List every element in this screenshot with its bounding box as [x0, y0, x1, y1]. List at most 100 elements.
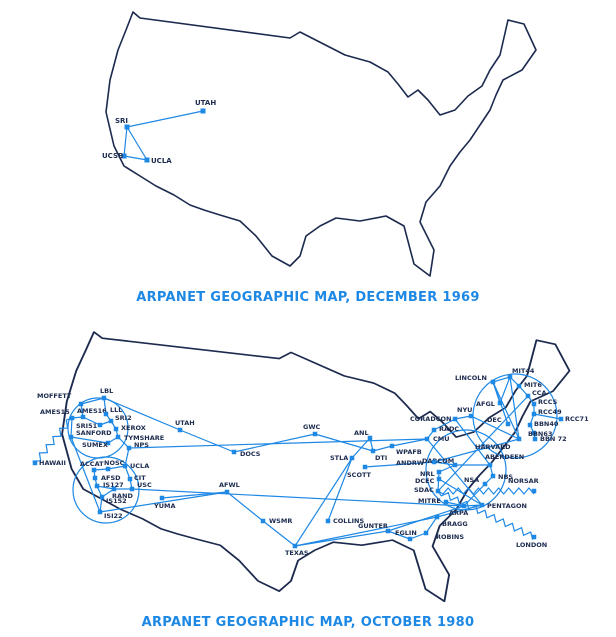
node-label: RADC: [439, 425, 459, 433]
node-label: DOCS: [240, 450, 261, 458]
node-RAND: [111, 486, 117, 492]
link-ISI22-SANFORD: [70, 436, 101, 513]
node-EGLIN: [407, 536, 413, 542]
node-label: RAND: [112, 492, 133, 500]
node-LONDON: [531, 534, 537, 540]
node-ABERDEEN: [487, 462, 493, 468]
node-IS152: [99, 494, 105, 500]
node-SANFORD: [68, 434, 74, 440]
node-label: RCCS: [538, 398, 558, 406]
node-NSA: [482, 481, 488, 487]
link-NOSC-UCLA: [107, 465, 126, 470]
node-WSMR: [260, 518, 266, 524]
node-label: UTAH: [195, 99, 216, 107]
node-label: IS152: [106, 497, 127, 505]
node-XEROX: [113, 426, 119, 432]
node-AFGL: [497, 400, 503, 406]
link-ARPA-PENTAGON: [463, 504, 483, 507]
node-WPAFB: [389, 443, 395, 449]
node-NOSC: [105, 466, 111, 472]
node-label: DEC: [487, 416, 502, 424]
map-title-1980: ARPANET GEOGRAPHIC MAP, OCTOBER 1980: [141, 615, 475, 630]
link-RADC-CORADCON: [433, 418, 456, 431]
node-label: MITRE: [418, 497, 441, 505]
link-NPS-CMU: [128, 438, 428, 449]
node-label: NRL: [420, 470, 435, 478]
link-SRI-UCSB: [123, 126, 128, 157]
link-SDAC-NRL: [437, 471, 440, 492]
node-HARVARD: [516, 436, 522, 442]
link-DOCS-GWC: [233, 433, 316, 453]
node-label: BBN40: [534, 420, 559, 428]
map-1969: SRI UTAH UCSB UCLA: [102, 11, 537, 277]
node-label: COLLINS: [333, 517, 364, 525]
node-label: LBL: [100, 387, 113, 395]
node-label: SCOTT: [347, 471, 372, 479]
node-label: UCSB: [102, 152, 123, 160]
node-label: WSMR: [269, 517, 292, 525]
node-UCLA: [144, 157, 150, 163]
node-label: STLA: [330, 454, 348, 462]
node-label: NSA: [464, 476, 479, 484]
link-RCC49-RCC71: [533, 413, 562, 420]
node-RADC: [431, 427, 437, 433]
node-label: ROBINS: [436, 533, 464, 541]
node-label: CIT: [134, 474, 146, 482]
link-ACCAT-NOSC: [93, 468, 109, 471]
node-label: HAWAII: [39, 459, 66, 467]
link-SRI-UTAH: [126, 110, 204, 128]
node-label: UTAH: [175, 419, 195, 427]
node-GUNTER: [385, 528, 391, 534]
node-BBN 72: [532, 436, 538, 442]
link-CCA-SDAC: [437, 395, 529, 492]
node-label: TYMSHARE: [124, 434, 164, 442]
link-GUNTER-EGLIN: [387, 530, 411, 540]
node-label: SUMEX: [82, 441, 108, 449]
node-label: MOFFETT: [37, 392, 72, 400]
node-label: PENTAGON: [487, 502, 527, 510]
node-MIT44: [507, 374, 513, 380]
node-label: ACCAT: [80, 460, 104, 468]
link-LINCOLN-HARVARD: [492, 381, 520, 440]
node-label: AMES15: [40, 408, 70, 416]
node-NRL: [436, 469, 442, 475]
node-label: CMU: [433, 435, 450, 443]
node-label: TEXAS: [285, 549, 309, 557]
link-NSA-ARPA: [463, 483, 486, 507]
node-SRI2: [108, 418, 114, 424]
node-label: ARPA: [449, 509, 468, 517]
node-STLA: [349, 455, 355, 461]
node-label: GWC: [303, 423, 321, 431]
node-USC: [129, 486, 135, 492]
node-AMES15: [69, 415, 75, 421]
node-SCOTT: [362, 464, 368, 470]
node-AFWL: [224, 489, 230, 495]
node-ROBINS: [423, 530, 429, 536]
node-MITRE: [443, 499, 449, 505]
map-title-1969: ARPANET GEOGRAPHIC MAP, DECEMBER 1969: [136, 290, 480, 305]
node-label: ANL: [354, 429, 369, 437]
satellite-link-SDAC-NORSAR: [437, 487, 535, 495]
regional-loop: [425, 429, 507, 511]
node-SRI51: [97, 422, 103, 428]
link-IS152-ISI22: [99, 496, 103, 513]
node-RCC71: [558, 416, 564, 422]
link-ISI22-AFWL: [99, 491, 228, 513]
link-LBL-LLL: [103, 397, 107, 415]
node-label: SRI: [115, 117, 128, 125]
node-label: ABERDEEN: [485, 453, 524, 461]
node-label: SRI51: [76, 422, 98, 430]
node-TEXAS: [292, 543, 298, 549]
node-BBN40: [527, 422, 533, 428]
node-ACCAT: [91, 467, 97, 473]
node-label: DCEC: [415, 477, 435, 485]
node-label: WPAFB: [396, 448, 422, 456]
node-ARPA: [461, 503, 467, 509]
node-UTAH: [177, 427, 183, 433]
node-label: AFSD: [101, 474, 121, 482]
regional-loop: [72, 456, 140, 524]
link-LBL-UTAH: [103, 397, 181, 431]
node-CCA: [525, 393, 531, 399]
link-WPAFB-CMU: [391, 438, 428, 447]
